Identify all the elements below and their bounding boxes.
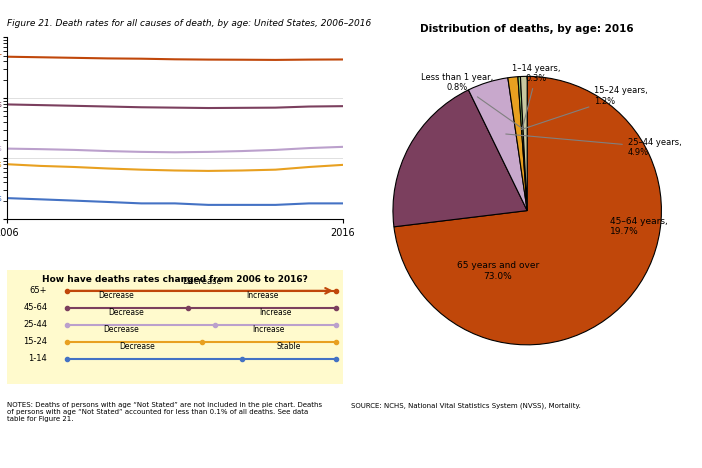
Text: 15-24: 15-24 (23, 337, 47, 346)
Text: 65+: 65+ (29, 286, 47, 295)
Wedge shape (468, 78, 527, 211)
Text: 65 years and over: 65 years and over (0, 52, 2, 61)
Text: 25–44 years,
4.9%: 25–44 years, 4.9% (505, 134, 682, 157)
FancyBboxPatch shape (7, 271, 343, 384)
Text: 45-64: 45-64 (23, 303, 47, 312)
Wedge shape (518, 77, 527, 211)
Wedge shape (394, 76, 661, 345)
Text: 15–24 years: 15–24 years (0, 160, 2, 169)
Text: Decrease: Decrease (182, 277, 222, 286)
Title: Distribution of deaths, by age: 2016: Distribution of deaths, by age: 2016 (420, 24, 634, 34)
Wedge shape (508, 77, 527, 211)
Text: 1–14 years: 1–14 years (0, 194, 2, 203)
Wedge shape (393, 90, 527, 227)
Text: Increase: Increase (253, 325, 285, 334)
Text: 25-44: 25-44 (23, 320, 47, 329)
Text: Less than 1 year,
0.8%: Less than 1 year, 0.8% (421, 73, 522, 129)
Text: Decrease: Decrease (109, 308, 145, 317)
Text: 45–64 years,
19.7%: 45–64 years, 19.7% (611, 217, 668, 236)
Text: 1-14: 1-14 (29, 354, 47, 363)
Text: Decrease: Decrease (103, 325, 139, 334)
Text: 15–24 years,
1.2%: 15–24 years, 1.2% (521, 87, 648, 130)
Text: Decrease: Decrease (119, 342, 155, 351)
Text: Increase: Increase (259, 308, 291, 317)
Text: NOTES: Deaths of persons with age “Not Stated” are not included in the pie chart: NOTES: Deaths of persons with age “Not S… (7, 402, 322, 423)
Text: How have deaths rates changed from 2006 to 2016?: How have deaths rates changed from 2006 … (42, 275, 307, 284)
Text: 65 years and over
73.0%: 65 years and over 73.0% (456, 261, 538, 281)
Text: SOURCE: NCHS, National Vital Statistics System (NVSS), Mortality.: SOURCE: NCHS, National Vital Statistics … (351, 402, 581, 409)
Text: Decrease: Decrease (98, 291, 133, 300)
Text: Stable: Stable (277, 342, 301, 351)
Text: 45–64 years: 45–64 years (0, 100, 2, 109)
Wedge shape (520, 76, 527, 211)
Text: Increase: Increase (246, 291, 278, 300)
Text: Figure 21. Death rates for all causes of death, by age: United States, 2006–2016: Figure 21. Death rates for all causes of… (7, 19, 371, 28)
Text: 1–14 years,
0.3%: 1–14 years, 0.3% (512, 64, 561, 128)
Text: 25–44 years: 25–44 years (0, 144, 2, 153)
